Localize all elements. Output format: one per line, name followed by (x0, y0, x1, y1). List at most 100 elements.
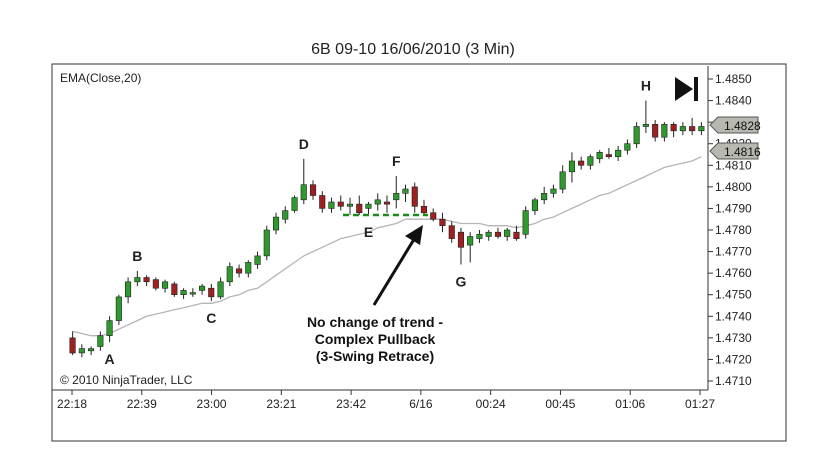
candle (550, 184, 557, 198)
candle (485, 230, 492, 241)
candle (263, 225, 270, 261)
svg-text:1.4816: 1.4816 (724, 145, 761, 159)
y-tick-label: 1.4800 (715, 180, 752, 194)
candle (467, 232, 474, 263)
copyright-label: © 2010 NinjaTrader, LLC (60, 373, 193, 387)
x-tick-label: 22:39 (127, 397, 157, 411)
candle (245, 260, 252, 278)
candle (698, 122, 705, 136)
price-badge-ema: 1.4816 (709, 142, 761, 160)
chart-frame (51, 63, 787, 442)
swing-label-b: B (132, 248, 142, 264)
candle (143, 275, 150, 287)
annotation-line-1: No change of trend - (307, 314, 443, 330)
candle (578, 156, 585, 170)
candle (78, 344, 85, 358)
y-tick-label: 1.4790 (715, 201, 752, 215)
swing-label-e: E (364, 224, 373, 240)
y-tick-label: 1.4810 (715, 158, 752, 172)
x-axis-ticks: 22:18 22:39 23:00 23:21 23:42 6/16 00:24 00:45 0… (57, 390, 715, 411)
candle (356, 195, 363, 215)
swing-label-c: C (206, 310, 216, 326)
candle (605, 148, 612, 159)
candle (88, 346, 95, 356)
candle (125, 277, 132, 304)
candle (504, 227, 511, 241)
candle (189, 288, 196, 297)
candle (309, 180, 317, 200)
y-tick-label: 1.4850 (715, 72, 752, 86)
candle (374, 193, 381, 211)
x-tick-label: 23:42 (336, 397, 366, 411)
y-tick-label: 1.4780 (715, 223, 752, 237)
candle (282, 206, 289, 224)
candle (300, 158, 307, 205)
candle (522, 206, 529, 239)
candle (199, 283, 206, 295)
x-tick-label: 01:06 (615, 397, 645, 411)
x-tick-label: 6/16 (409, 397, 433, 411)
candle (319, 191, 326, 213)
candle (365, 201, 372, 215)
candle (226, 262, 233, 287)
swing-label-h: H (641, 78, 651, 94)
y-tick-label: 1.4840 (715, 94, 752, 108)
candle (661, 122, 668, 142)
indicator-label: EMA(Close,20) (60, 71, 141, 85)
y-tick-label: 1.4750 (715, 288, 752, 302)
candle (162, 279, 169, 293)
annotation-line-3: (3-Swing Retrace) (316, 348, 434, 364)
y-tick-label: 1.4710 (715, 374, 752, 388)
candle (633, 122, 640, 149)
candle (402, 184, 409, 202)
candle (115, 294, 122, 325)
candle (328, 197, 335, 213)
candle (383, 195, 391, 213)
swing-label-g: G (456, 274, 467, 290)
x-tick-label: 00:45 (545, 397, 575, 411)
y-tick-label: 1.4720 (715, 352, 752, 366)
annotation-line-2: Complex Pullback (315, 331, 436, 347)
candle (152, 277, 159, 291)
candle (106, 316, 113, 343)
candle (69, 331, 76, 356)
candle (494, 227, 502, 239)
candle (97, 331, 104, 351)
candle (679, 122, 686, 136)
candle (448, 221, 455, 243)
skip-to-end-icon[interactable] (675, 77, 698, 101)
candle (568, 152, 576, 183)
candle (291, 195, 298, 213)
candle (346, 197, 354, 215)
candle (236, 264, 243, 278)
candle (254, 251, 261, 269)
x-tick-label: 23:00 (197, 397, 227, 411)
annotation-arrow (372, 225, 423, 306)
candle (670, 122, 677, 138)
y-tick-label: 1.4770 (715, 245, 752, 259)
candle (587, 154, 594, 170)
y-tick-label: 1.4760 (715, 266, 752, 280)
x-tick-label: 23:21 (266, 397, 296, 411)
y-tick-label: 1.4740 (715, 309, 752, 323)
candle (420, 199, 428, 215)
candle (652, 119, 659, 142)
candle (411, 182, 418, 213)
x-tick-label: 01:27 (685, 397, 715, 411)
candle (642, 100, 649, 133)
price-badge-last: 1.4828 (709, 116, 761, 134)
candle (541, 186, 548, 205)
candle (134, 270, 141, 287)
candle (430, 208, 437, 222)
x-tick-label: 00:24 (476, 397, 506, 411)
ema-line (72, 156, 702, 337)
candle (689, 117, 696, 136)
swing-label-a: A (105, 351, 115, 367)
y-tick-label: 1.4730 (715, 331, 752, 345)
candle (531, 197, 539, 215)
candle (439, 212, 446, 233)
ema-layer (72, 156, 702, 337)
candle (208, 283, 215, 302)
candle (171, 281, 178, 297)
